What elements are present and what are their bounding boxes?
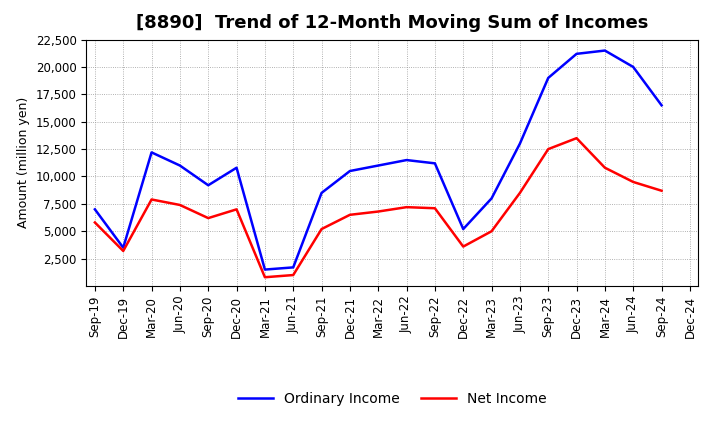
Ordinary Income: [261, 267, 269, 272]
Ordinary Income: [572, 51, 581, 56]
Ordinary Income: [629, 64, 637, 70]
Net Income: [204, 216, 212, 221]
Net Income: [176, 202, 184, 208]
Net Income: [148, 197, 156, 202]
Net Income: [119, 248, 127, 253]
Ordinary Income: [402, 158, 411, 163]
Ordinary Income: [148, 150, 156, 155]
Net Income: [374, 209, 382, 214]
Ordinary Income: [289, 265, 297, 270]
Ordinary Income: [657, 103, 666, 108]
Ordinary Income: [176, 163, 184, 168]
Ordinary Income: [544, 75, 552, 81]
Net Income: [233, 207, 241, 212]
Net Income: [261, 275, 269, 280]
Net Income: [600, 165, 609, 170]
Net Income: [91, 220, 99, 225]
Ordinary Income: [204, 183, 212, 188]
Line: Ordinary Income: Ordinary Income: [95, 51, 662, 270]
Net Income: [402, 205, 411, 210]
Ordinary Income: [91, 207, 99, 212]
Net Income: [431, 205, 439, 211]
Legend: Ordinary Income, Net Income: Ordinary Income, Net Income: [233, 387, 552, 412]
Title: [8890]  Trend of 12-Month Moving Sum of Incomes: [8890] Trend of 12-Month Moving Sum of I…: [136, 15, 649, 33]
Ordinary Income: [119, 245, 127, 250]
Net Income: [544, 147, 552, 152]
Ordinary Income: [600, 48, 609, 53]
Ordinary Income: [318, 190, 326, 195]
Ordinary Income: [487, 196, 496, 201]
Ordinary Income: [459, 227, 467, 232]
Net Income: [346, 212, 354, 217]
Line: Net Income: Net Income: [95, 138, 662, 277]
Net Income: [487, 229, 496, 234]
Y-axis label: Amount (million yen): Amount (million yen): [17, 97, 30, 228]
Net Income: [459, 244, 467, 249]
Ordinary Income: [374, 163, 382, 168]
Ordinary Income: [233, 165, 241, 170]
Net Income: [289, 272, 297, 278]
Net Income: [318, 227, 326, 232]
Ordinary Income: [516, 141, 524, 146]
Ordinary Income: [431, 161, 439, 166]
Net Income: [572, 136, 581, 141]
Net Income: [629, 180, 637, 185]
Net Income: [657, 188, 666, 193]
Net Income: [516, 190, 524, 195]
Ordinary Income: [346, 169, 354, 174]
